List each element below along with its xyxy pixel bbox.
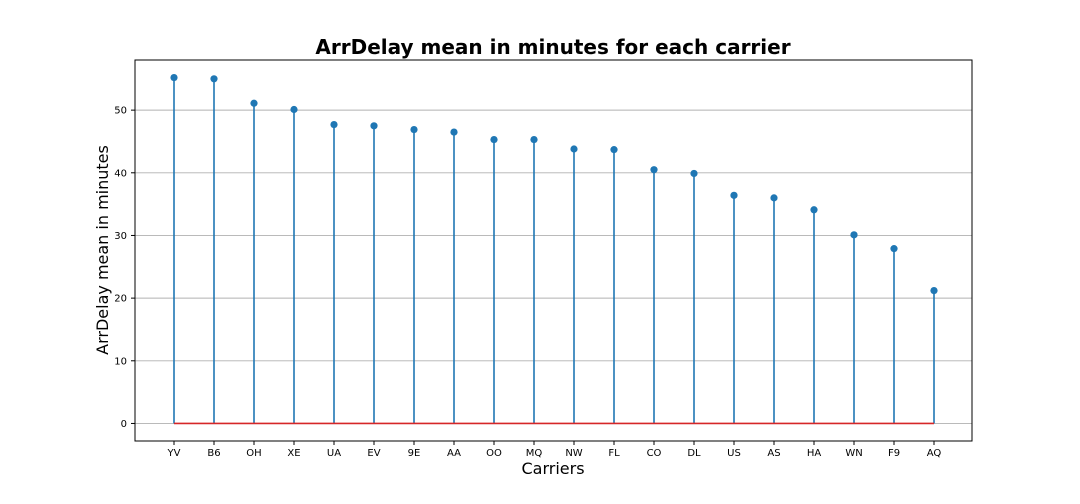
x-tick-label: FL: [608, 448, 620, 459]
marker-F9: [890, 245, 898, 253]
marker-DL: [690, 169, 698, 178]
marker-AQ: [930, 287, 938, 295]
y-axis-label: ArrDelay mean in minutes: [93, 145, 112, 355]
y-tick-label: 40: [114, 168, 127, 179]
marker-MQ: [530, 135, 538, 144]
x-tick-label: DL: [687, 448, 701, 459]
x-tick-label: XE: [287, 448, 300, 459]
x-tick-label: US: [727, 448, 741, 459]
marker-US: [730, 191, 738, 199]
chart-title: ArrDelay mean in minutes for each carrie…: [315, 35, 790, 59]
x-tick-label: WN: [845, 448, 862, 459]
y-tick-label: 50: [114, 106, 127, 117]
marker-FL: [610, 146, 618, 154]
plot-area-frame: [134, 59, 973, 442]
x-tick-label: OH: [246, 448, 261, 459]
x-tick-label: EV: [367, 448, 380, 459]
marker-XE: [290, 105, 298, 114]
x-tick-label: AS: [767, 448, 780, 459]
x-tick-label: AA: [447, 448, 461, 459]
x-tick-label: OO: [486, 448, 502, 459]
marker-9E: [410, 125, 418, 134]
y-tick-label: 30: [114, 231, 127, 242]
x-tick-label: F9: [888, 448, 900, 459]
marker-AA: [450, 128, 458, 136]
y-tick-label: 20: [114, 294, 127, 305]
x-tick-label: HA: [807, 448, 822, 459]
marker-CO: [650, 166, 658, 174]
marker-YV: [170, 73, 178, 82]
x-axis-ticks: YV B6 OH XE UA EV 9E AA OO MQ NW FL CO DL US AS HA WN F9 AQ: [167, 441, 942, 459]
y-axis-ticks: 0 10 20 30 40 50: [114, 106, 135, 430]
x-tick-label: 9E: [408, 448, 421, 459]
x-tick-label: CO: [647, 448, 662, 459]
x-tick-label: B6: [207, 448, 220, 459]
y-tick-label: 0: [121, 419, 127, 430]
marker-AS: [770, 194, 778, 202]
x-axis-label: Carriers: [521, 459, 584, 478]
x-tick-label: UA: [327, 448, 341, 459]
stems: [173, 77, 935, 424]
x-tick-label: AQ: [927, 448, 942, 459]
marker-OH: [250, 99, 258, 107]
y-tick-label: 10: [114, 356, 127, 367]
marker-HA: [810, 206, 818, 214]
x-tick-label: NW: [565, 448, 582, 459]
x-tick-label: MQ: [526, 448, 543, 459]
marker-NW: [570, 145, 578, 153]
marker-WN: [850, 231, 858, 239]
marker-OO: [490, 135, 498, 144]
marker-UA: [330, 120, 338, 129]
markers: [170, 73, 938, 295]
x-tick-label: YV: [167, 448, 181, 459]
marker-EV: [370, 122, 378, 130]
marker-B6: [210, 75, 218, 83]
